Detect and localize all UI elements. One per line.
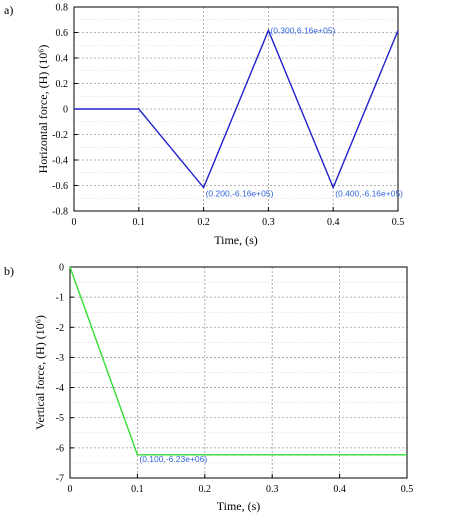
y-tick-label: -0.2 xyxy=(52,130,68,141)
series-line xyxy=(69,266,407,456)
vertical-force-chart: b) 0 0.1 0.2 0.3 0.4 0.5 -7 -6 -5 -4 -3 -2 -1 0 Time, (… xyxy=(4,263,413,514)
horizontal-force-chart: a) 0 0.1 0.2 0.3 0.4 0.5 -0.8 -0.6 -0.4 -0.2 0 0.2 0.… xyxy=(4,3,404,248)
y-tick-label: -5 xyxy=(56,413,64,424)
y-tick-label: -0.8 xyxy=(52,207,68,218)
x-tick-label: 0.2 xyxy=(199,484,212,495)
x-tick-label: 0.4 xyxy=(333,484,346,495)
x-axis-title: Time, (s) xyxy=(217,499,261,513)
x-tick-label: 0.1 xyxy=(133,217,146,228)
y-tick-label: -0.4 xyxy=(52,156,68,167)
y-tick-label: 0.4 xyxy=(56,54,69,65)
y-tick-label: 0 xyxy=(63,105,68,116)
y-axis-title: Vertical force, (H) (10⁶) xyxy=(33,315,47,430)
x-tick-label: 0 xyxy=(72,217,77,228)
y-tick-label: 0.6 xyxy=(56,28,69,39)
x-tick-label: 0.2 xyxy=(197,217,210,228)
y-tick-label: -2 xyxy=(56,323,64,334)
x-axis-title: Time, (s) xyxy=(214,233,258,247)
x-tick-label: 0.4 xyxy=(327,217,340,228)
y-tick-label: 0.2 xyxy=(56,79,69,90)
x-tick-label: 0.5 xyxy=(401,484,414,495)
data-annotation: (0.200,-6.16e+05) xyxy=(206,189,274,199)
x-tick-label: 0 xyxy=(68,484,73,495)
data-annotation: (0.100,-6.23e+06) xyxy=(139,454,207,464)
y-tick-label: -0.6 xyxy=(52,181,68,192)
y-tick-label: -1 xyxy=(56,293,64,304)
data-annotation: (0.300,6.16e+05) xyxy=(270,25,335,35)
panel-label: a) xyxy=(4,3,13,17)
axes-frame xyxy=(69,266,408,479)
y-tick-label: -7 xyxy=(56,474,64,485)
x-tick-label: 0.3 xyxy=(266,484,279,495)
y-axis-title: Horizontal force, (H) (10⁶) xyxy=(36,45,50,174)
y-tick-label: 0.8 xyxy=(56,3,69,14)
x-tick-label: 0.5 xyxy=(392,217,405,228)
y-tick-label: 0 xyxy=(59,263,64,274)
y-tick-label: -3 xyxy=(56,353,64,364)
data-annotation: (0.400,-6.16e+05) xyxy=(335,189,403,199)
x-tick-label: 0.1 xyxy=(131,484,144,495)
panel-label: b) xyxy=(4,264,14,278)
y-tick-label: -6 xyxy=(56,443,64,454)
y-tick-label: -4 xyxy=(56,383,64,394)
series-line xyxy=(74,28,399,190)
x-tick-label: 0.3 xyxy=(262,217,275,228)
